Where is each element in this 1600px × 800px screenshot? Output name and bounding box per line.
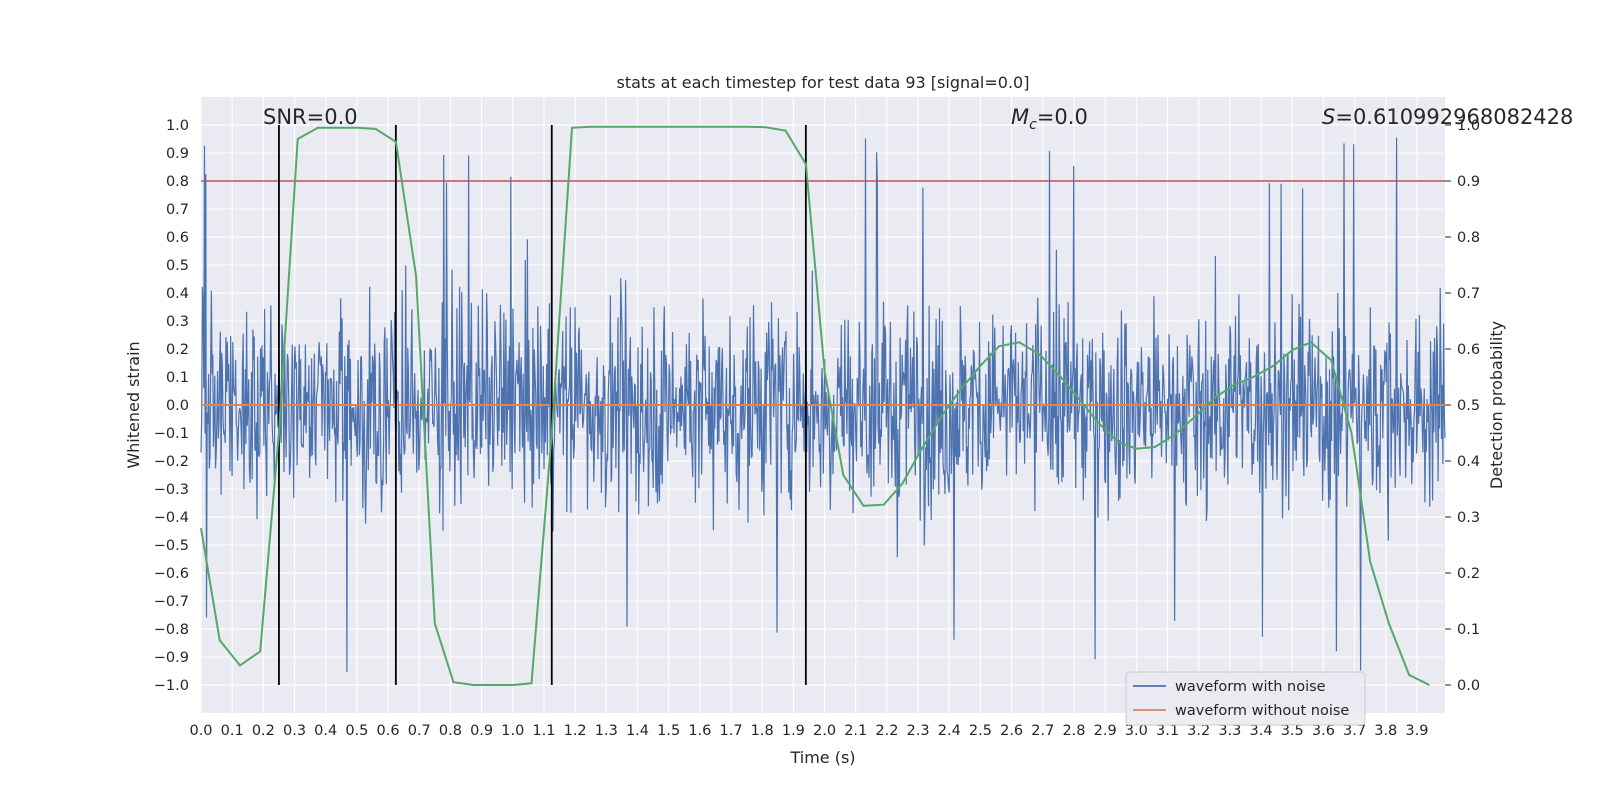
x-tick-label: 1.0 (501, 723, 524, 739)
x-tick-label: 2.7 (1031, 723, 1054, 739)
legend-label-clean: waveform without noise (1175, 703, 1349, 719)
mc-value: =0.0 (1037, 105, 1088, 129)
probability-line (200, 125, 1430, 686)
x-tick-label: 3.7 (1343, 723, 1366, 739)
x-tick-label: 3.6 (1312, 723, 1335, 739)
noise-series (200, 137, 1446, 672)
x-tick-label: 3.2 (1187, 723, 1210, 739)
y-right-tick-label: 0.9 (1457, 174, 1480, 190)
y-right-tick-label: 0.6 (1457, 342, 1480, 358)
y-tick-label: 0.8 (166, 174, 189, 190)
x-tick-label: 0.7 (408, 723, 431, 739)
x-tick-label: 1.4 (626, 723, 649, 739)
x-tick-label: 0.1 (221, 723, 244, 739)
y-tick-label: 0.7 (166, 202, 189, 218)
y-right-tick-label: 0.3 (1457, 510, 1480, 526)
x-tick-label: 2.0 (813, 723, 836, 739)
x-tick-label: 3.4 (1250, 723, 1273, 739)
y-right-tick-label: 1.0 (1457, 118, 1480, 134)
legend-box (1125, 671, 1366, 726)
x-tick-label: 1.8 (751, 723, 774, 739)
y-tick-label: −0.5 (154, 538, 189, 554)
y-tick-label: −0.6 (154, 566, 189, 582)
x-tick-label: 3.1 (1156, 723, 1179, 739)
x-tick-label: 0.4 (314, 723, 337, 739)
mc-subscript: c (1029, 117, 1037, 133)
mc-annotation: Mc=0.0 (1011, 105, 1088, 133)
y-tick-label: 0.5 (166, 258, 189, 274)
x-tick-label: 1.7 (719, 723, 742, 739)
y-right-tick-label: 0.0 (1457, 678, 1480, 694)
y-tick-label: 0.1 (166, 370, 189, 386)
y-right-tick-label: 0.8 (1457, 230, 1480, 246)
y-tick-label: 0.3 (166, 314, 189, 330)
s-annotation: S=0.610992968082428 (1322, 105, 1573, 129)
y-tick-label: 0.2 (166, 342, 189, 358)
y-right-tick-label: 0.1 (1457, 622, 1480, 638)
x-tick-label: 3.0 (1125, 723, 1148, 739)
x-tick-label: 0.0 (189, 723, 212, 739)
chart-title: stats at each timestep for test data 93 … (617, 73, 1030, 92)
y-tick-label: −0.2 (154, 454, 189, 470)
legend-label-noise: waveform with noise (1175, 679, 1326, 695)
x-axis-label: Time (s) (789, 748, 855, 767)
x-tick-label: 2.3 (907, 723, 930, 739)
x-tick-label: 1.1 (532, 723, 555, 739)
x-tick-label: 0.5 (345, 723, 368, 739)
x-tick-label: 0.2 (252, 723, 275, 739)
x-tick-label: 1.2 (564, 723, 587, 739)
x-tick-label: 3.8 (1374, 723, 1397, 739)
y-tick-label: −0.9 (154, 650, 189, 666)
y-axis-label: Whitened strain (124, 341, 143, 468)
y-tick-label: −0.4 (154, 510, 189, 526)
x-tick-label: 1.3 (595, 723, 618, 739)
y-tick-label: −0.3 (154, 482, 189, 498)
x-tick-label: 1.6 (688, 723, 711, 739)
x-tick-label: 0.6 (377, 723, 400, 739)
x-tick-label: 2.1 (844, 723, 867, 739)
x-tick-label: 0.3 (283, 723, 306, 739)
y-tick-label: 0.0 (166, 398, 189, 414)
x-tick-label: 2.5 (969, 723, 992, 739)
y-right-tick-label: 0.2 (1457, 566, 1480, 582)
y-tick-label: 0.4 (166, 286, 189, 302)
x-tick-label: 3.5 (1281, 723, 1304, 739)
noise-line (200, 137, 1446, 672)
x-tick-label: 1.5 (657, 723, 680, 739)
x-tick-label: 2.2 (875, 723, 898, 739)
x-tick-label: 1.9 (782, 723, 805, 739)
y-right-tick-label: 0.7 (1457, 286, 1480, 302)
y-tick-label: −1.0 (154, 678, 189, 694)
y-tick-label: −0.1 (154, 426, 189, 442)
s-value: =0.610992968082428 (1335, 105, 1573, 129)
snr-annotation: SNR=0.0 (263, 105, 358, 129)
x-tick-label: 2.9 (1094, 723, 1117, 739)
x-tick-label: 2.4 (938, 723, 961, 739)
y-tick-label: 1.0 (166, 118, 189, 134)
s-symbol: S (1322, 105, 1335, 129)
y-axis-label-right: Detection probability (1487, 321, 1506, 489)
y-tick-label: −0.7 (154, 594, 189, 610)
x-tick-label: 2.6 (1000, 723, 1023, 739)
x-tick-label: 2.8 (1062, 723, 1085, 739)
y-right-tick-label: 0.5 (1457, 398, 1480, 414)
mc-symbol: M (1011, 105, 1029, 129)
y-tick-label: 0.6 (166, 230, 189, 246)
y-tick-label: −0.8 (154, 622, 189, 638)
x-tick-label: 0.8 (439, 723, 462, 739)
x-tick-label: 3.9 (1405, 723, 1428, 739)
legend: waveform with noise waveform without noi… (1125, 671, 1366, 726)
ticks: 0.0 0.1 0.2 0.3 0.4 0.5 0.6 0.7 0.8 0.9 1.0 1.1 1.2 1… (154, 118, 1480, 739)
y-tick-label: 0.9 (166, 146, 189, 162)
x-tick-label: 3.3 (1218, 723, 1241, 739)
x-tick-label: 0.9 (470, 723, 493, 739)
chart-marks (200, 125, 1445, 686)
y-right-tick-label: 0.4 (1457, 454, 1480, 470)
